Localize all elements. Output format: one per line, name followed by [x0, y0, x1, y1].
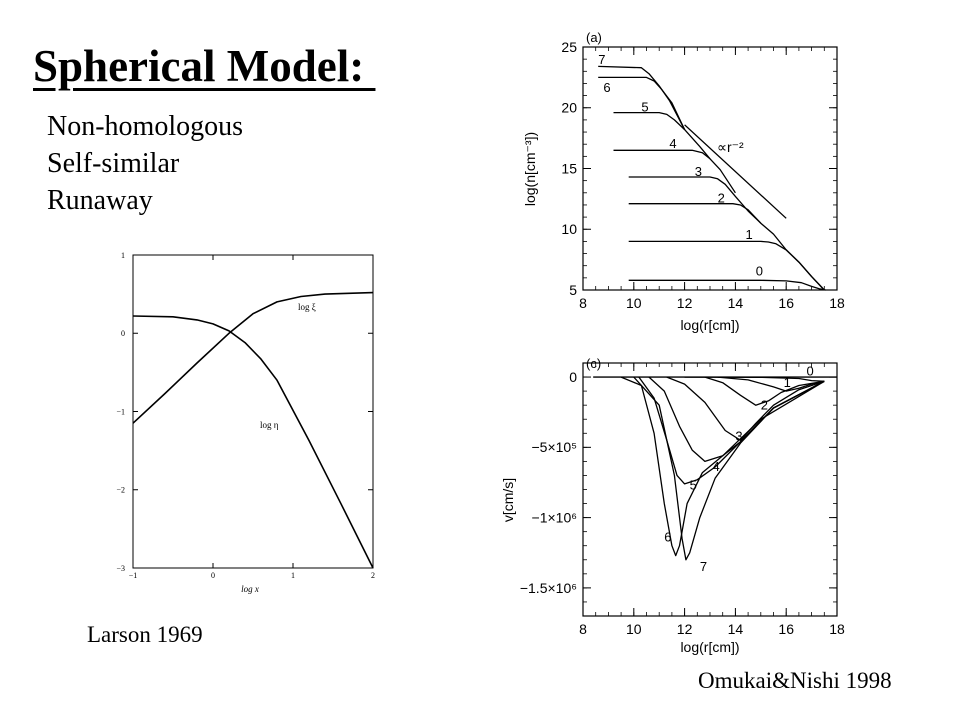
series-line-r — [684, 124, 787, 219]
slope-annotation: ∝r⁻² — [717, 139, 744, 155]
y-tick-label: 25 — [561, 39, 577, 55]
y-tick-label: 1 — [121, 251, 125, 260]
y-tick-label: 5 — [569, 282, 577, 298]
series-label-log-eta: log η — [260, 420, 279, 430]
bullet-list: Non-homologous Self-similar Runaway — [47, 108, 243, 219]
plot-frame — [582, 362, 838, 617]
y-tick-label: −5×10⁵ — [531, 439, 577, 455]
x-tick-label: −1 — [129, 571, 138, 580]
slide-title: Spherical Model: — [33, 41, 376, 91]
larson-chart: −1 0 1 2 1 0 −1 −2 −3 log ξ log η log x — [116, 251, 375, 594]
x-tick-label: 2 — [371, 571, 375, 580]
caption-larson: Larson 1969 — [87, 622, 203, 647]
series-line-5 — [638, 376, 825, 485]
series-line-log — [132, 291, 374, 424]
y-tick-label: 0 — [569, 369, 577, 385]
x-axis-label: log(r[cm]) — [680, 317, 739, 333]
series-line-2 — [704, 376, 825, 406]
series-line-0 — [628, 279, 826, 291]
y-tick-label: 10 — [561, 221, 577, 237]
series-label-6: 6 — [603, 80, 610, 95]
y-tick-label: −1 — [116, 407, 125, 416]
y-tick-label: −1×10⁶ — [532, 510, 577, 526]
y-tick-label: −3 — [116, 564, 125, 573]
x-tick-label: 12 — [677, 621, 693, 637]
series-line-6 — [620, 376, 825, 557]
series-line-7 — [633, 376, 825, 561]
x-tick-label: 12 — [677, 295, 693, 311]
y-tick-label: 20 — [561, 100, 577, 116]
series-label-5: 5 — [641, 99, 648, 114]
x-tick-label: 10 — [626, 295, 642, 311]
series-line-1 — [628, 240, 825, 291]
series-label-2: 2 — [718, 191, 725, 206]
panel-label: (c) — [586, 356, 601, 371]
series-label-0: 0 — [756, 263, 763, 278]
x-tick-label: 14 — [728, 295, 744, 311]
x-tick-label: 16 — [778, 621, 794, 637]
caption-omukai-nishi: Omukai&Nishi 1998 — [698, 668, 892, 693]
x-tick-label: 14 — [728, 621, 744, 637]
x-tick-label: 1 — [291, 571, 295, 580]
x-tick-label: 10 — [626, 621, 642, 637]
x-tick-label: 0 — [211, 571, 215, 580]
series-label-log-xi: log ξ — [298, 302, 316, 312]
series-label-4: 4 — [669, 136, 676, 151]
y-axis-label: v[cm/s] — [500, 478, 516, 522]
series-line-2 — [628, 203, 825, 291]
series-label-7: 7 — [700, 559, 707, 574]
x-axis-label: log(r[cm]) — [680, 639, 739, 655]
series-label-6: 6 — [664, 530, 671, 545]
series-line-3 — [666, 376, 825, 441]
bullet-item: Self-similar — [47, 148, 180, 179]
velocity-chart: (c) 8 10 12 14 16 180−5×10⁵−1×10⁶−1.5×10⁶ 012… — [500, 356, 845, 655]
x-tick-label: 8 — [579, 621, 587, 637]
x-axis-label: log x — [241, 584, 259, 594]
plot-frame — [582, 46, 838, 291]
series-label-0: 0 — [807, 364, 814, 379]
series-line-0 — [684, 376, 825, 382]
y-tick-label: −1.5×10⁶ — [520, 580, 577, 596]
y-tick-label: 0 — [121, 329, 125, 338]
series-line-5 — [613, 111, 711, 160]
x-tick-label: 16 — [778, 295, 794, 311]
series-label-5: 5 — [690, 478, 697, 493]
series-label-2: 2 — [761, 397, 768, 412]
bullet-item: Runaway — [47, 185, 153, 216]
y-tick-label: −2 — [116, 486, 125, 495]
series-line-7 — [598, 65, 686, 130]
series-line-4 — [613, 149, 736, 194]
x-tick-label: 8 — [579, 295, 587, 311]
series-line-3 — [628, 176, 762, 224]
x-tick-label: 18 — [829, 621, 845, 637]
series-label-3: 3 — [695, 164, 702, 179]
series-label-7: 7 — [598, 52, 605, 67]
series-label-4: 4 — [713, 459, 720, 474]
series-label-1: 1 — [746, 227, 753, 242]
plot-frame — [132, 254, 374, 569]
series-label-1: 1 — [784, 375, 791, 390]
y-tick-label: 15 — [561, 160, 577, 176]
x-tick-label: 18 — [829, 295, 845, 311]
series-line-log — [132, 315, 374, 569]
bullet-item: Non-homologous — [47, 111, 243, 142]
series-label-3: 3 — [735, 428, 742, 443]
panel-label: (a) — [586, 30, 602, 45]
y-axis-label: log(n[cm⁻³]) — [522, 132, 538, 206]
